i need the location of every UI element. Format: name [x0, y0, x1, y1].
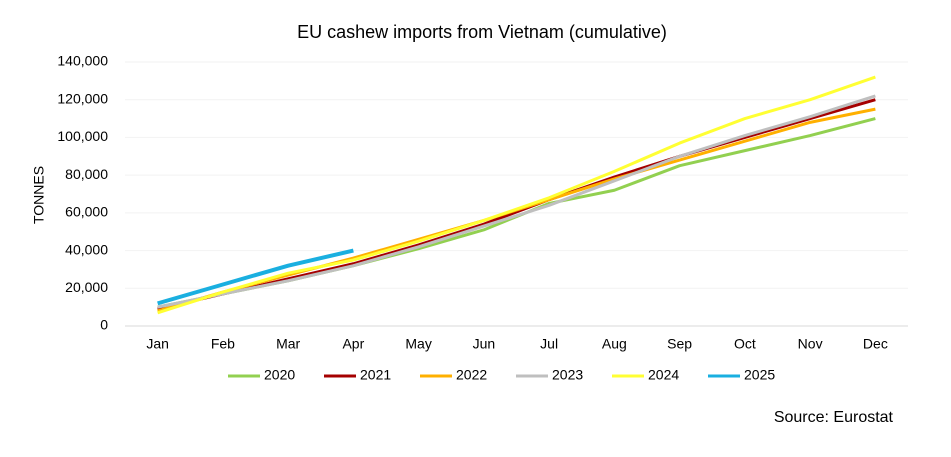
legend-label: 2021 — [360, 367, 391, 383]
legend-label: 2024 — [648, 367, 679, 383]
legend-label: 2023 — [552, 367, 583, 383]
chart-title: EU cashew imports from Vietnam (cumulati… — [297, 22, 667, 42]
x-tick-label: Nov — [798, 336, 823, 352]
x-tick-label: Feb — [211, 336, 235, 352]
y-tick-label: 20,000 — [65, 279, 108, 295]
y-tick-label: 100,000 — [57, 128, 108, 144]
x-tick-label: Oct — [734, 336, 756, 352]
series-line — [157, 75, 876, 315]
legend-label: 2022 — [456, 367, 487, 383]
series-line — [157, 248, 354, 306]
x-tick-label: Aug — [602, 336, 627, 352]
y-tick-label: 80,000 — [65, 166, 108, 182]
series-line — [157, 98, 876, 311]
legend-label: 2025 — [744, 367, 775, 383]
x-tick-label: Sep — [667, 336, 692, 352]
y-tick-label: 0 — [100, 317, 108, 333]
x-tick-label: Jan — [146, 336, 169, 352]
y-tick-label: 120,000 — [57, 90, 108, 106]
x-tick-label: Dec — [863, 336, 888, 352]
y-tick-label: 40,000 — [65, 241, 108, 257]
x-tick-label: Jun — [473, 336, 496, 352]
x-tick-label: Jul — [540, 336, 558, 352]
x-tick-label: Apr — [342, 336, 364, 352]
y-axis-label: TONNES — [31, 166, 47, 224]
series-line — [157, 94, 876, 309]
x-tick-label: Mar — [276, 336, 300, 352]
y-tick-label: 140,000 — [57, 53, 108, 69]
source-note: Source: Eurostat — [774, 409, 894, 426]
x-tick-label: May — [405, 336, 431, 352]
y-tick-label: 60,000 — [65, 204, 108, 220]
legend-label: 2020 — [264, 367, 295, 383]
